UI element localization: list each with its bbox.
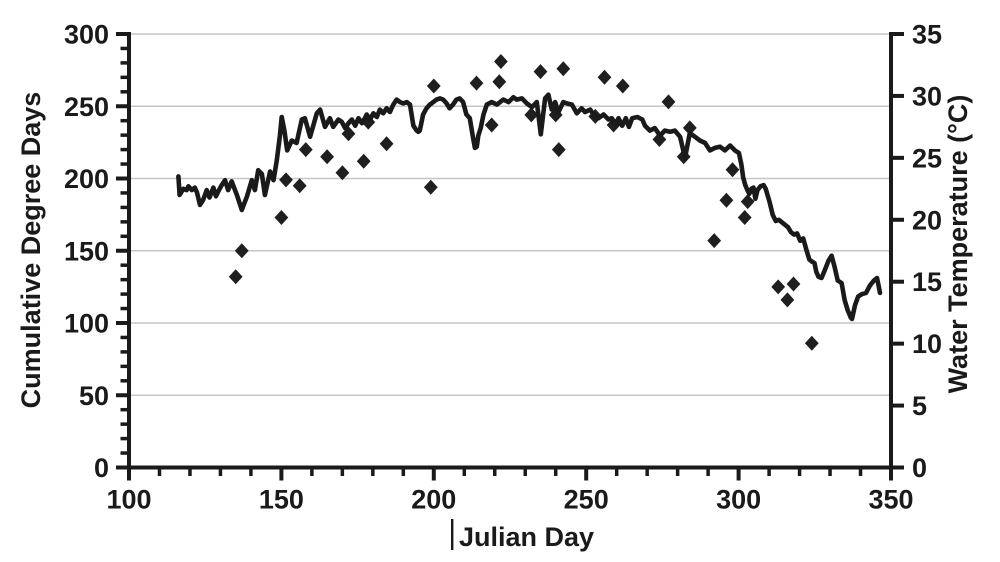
left-tick-label: 150: [64, 236, 109, 266]
x-tick-label: 250: [564, 485, 609, 515]
right-tick-label: 35: [912, 20, 942, 50]
right-tick-label: 25: [912, 143, 942, 173]
left-tick-label: 100: [64, 309, 109, 339]
right-tick-label: 30: [912, 81, 942, 111]
left-tick-label: 0: [94, 453, 109, 483]
right-tick-label: 5: [912, 391, 927, 421]
right-axis-title: Water Temperature (°C): [943, 95, 973, 394]
right-tick-label: 20: [912, 205, 942, 235]
x-tick-label: 300: [716, 485, 761, 515]
right-tick-label: 15: [912, 267, 942, 297]
tick-labels-layer: 100 150 200 250 300 3500501001502002503000510…: [64, 20, 942, 515]
left-axis-title: Cumulative Degree Days: [16, 92, 46, 409]
right-tick-label: 0: [912, 453, 927, 483]
x-tick-label: 150: [259, 485, 304, 515]
x-tick-label: 100: [106, 485, 151, 515]
left-tick-label: 200: [64, 164, 109, 194]
x-tick-label: 200: [411, 485, 456, 515]
left-tick-label: 300: [64, 20, 109, 50]
temperature-line: [176, 92, 883, 322]
left-tick-label: 250: [64, 92, 109, 122]
x-axis-title: Julian Day: [459, 522, 594, 552]
series-layer: [176, 54, 883, 351]
left-tick-label: 50: [79, 381, 109, 411]
text-cursor-artifact: [451, 519, 454, 550]
gridlines-layer: [129, 33, 891, 396]
axes-layer: [116, 32, 904, 481]
right-tick-label: 10: [912, 329, 942, 359]
x-tick-label: 350: [868, 485, 913, 515]
